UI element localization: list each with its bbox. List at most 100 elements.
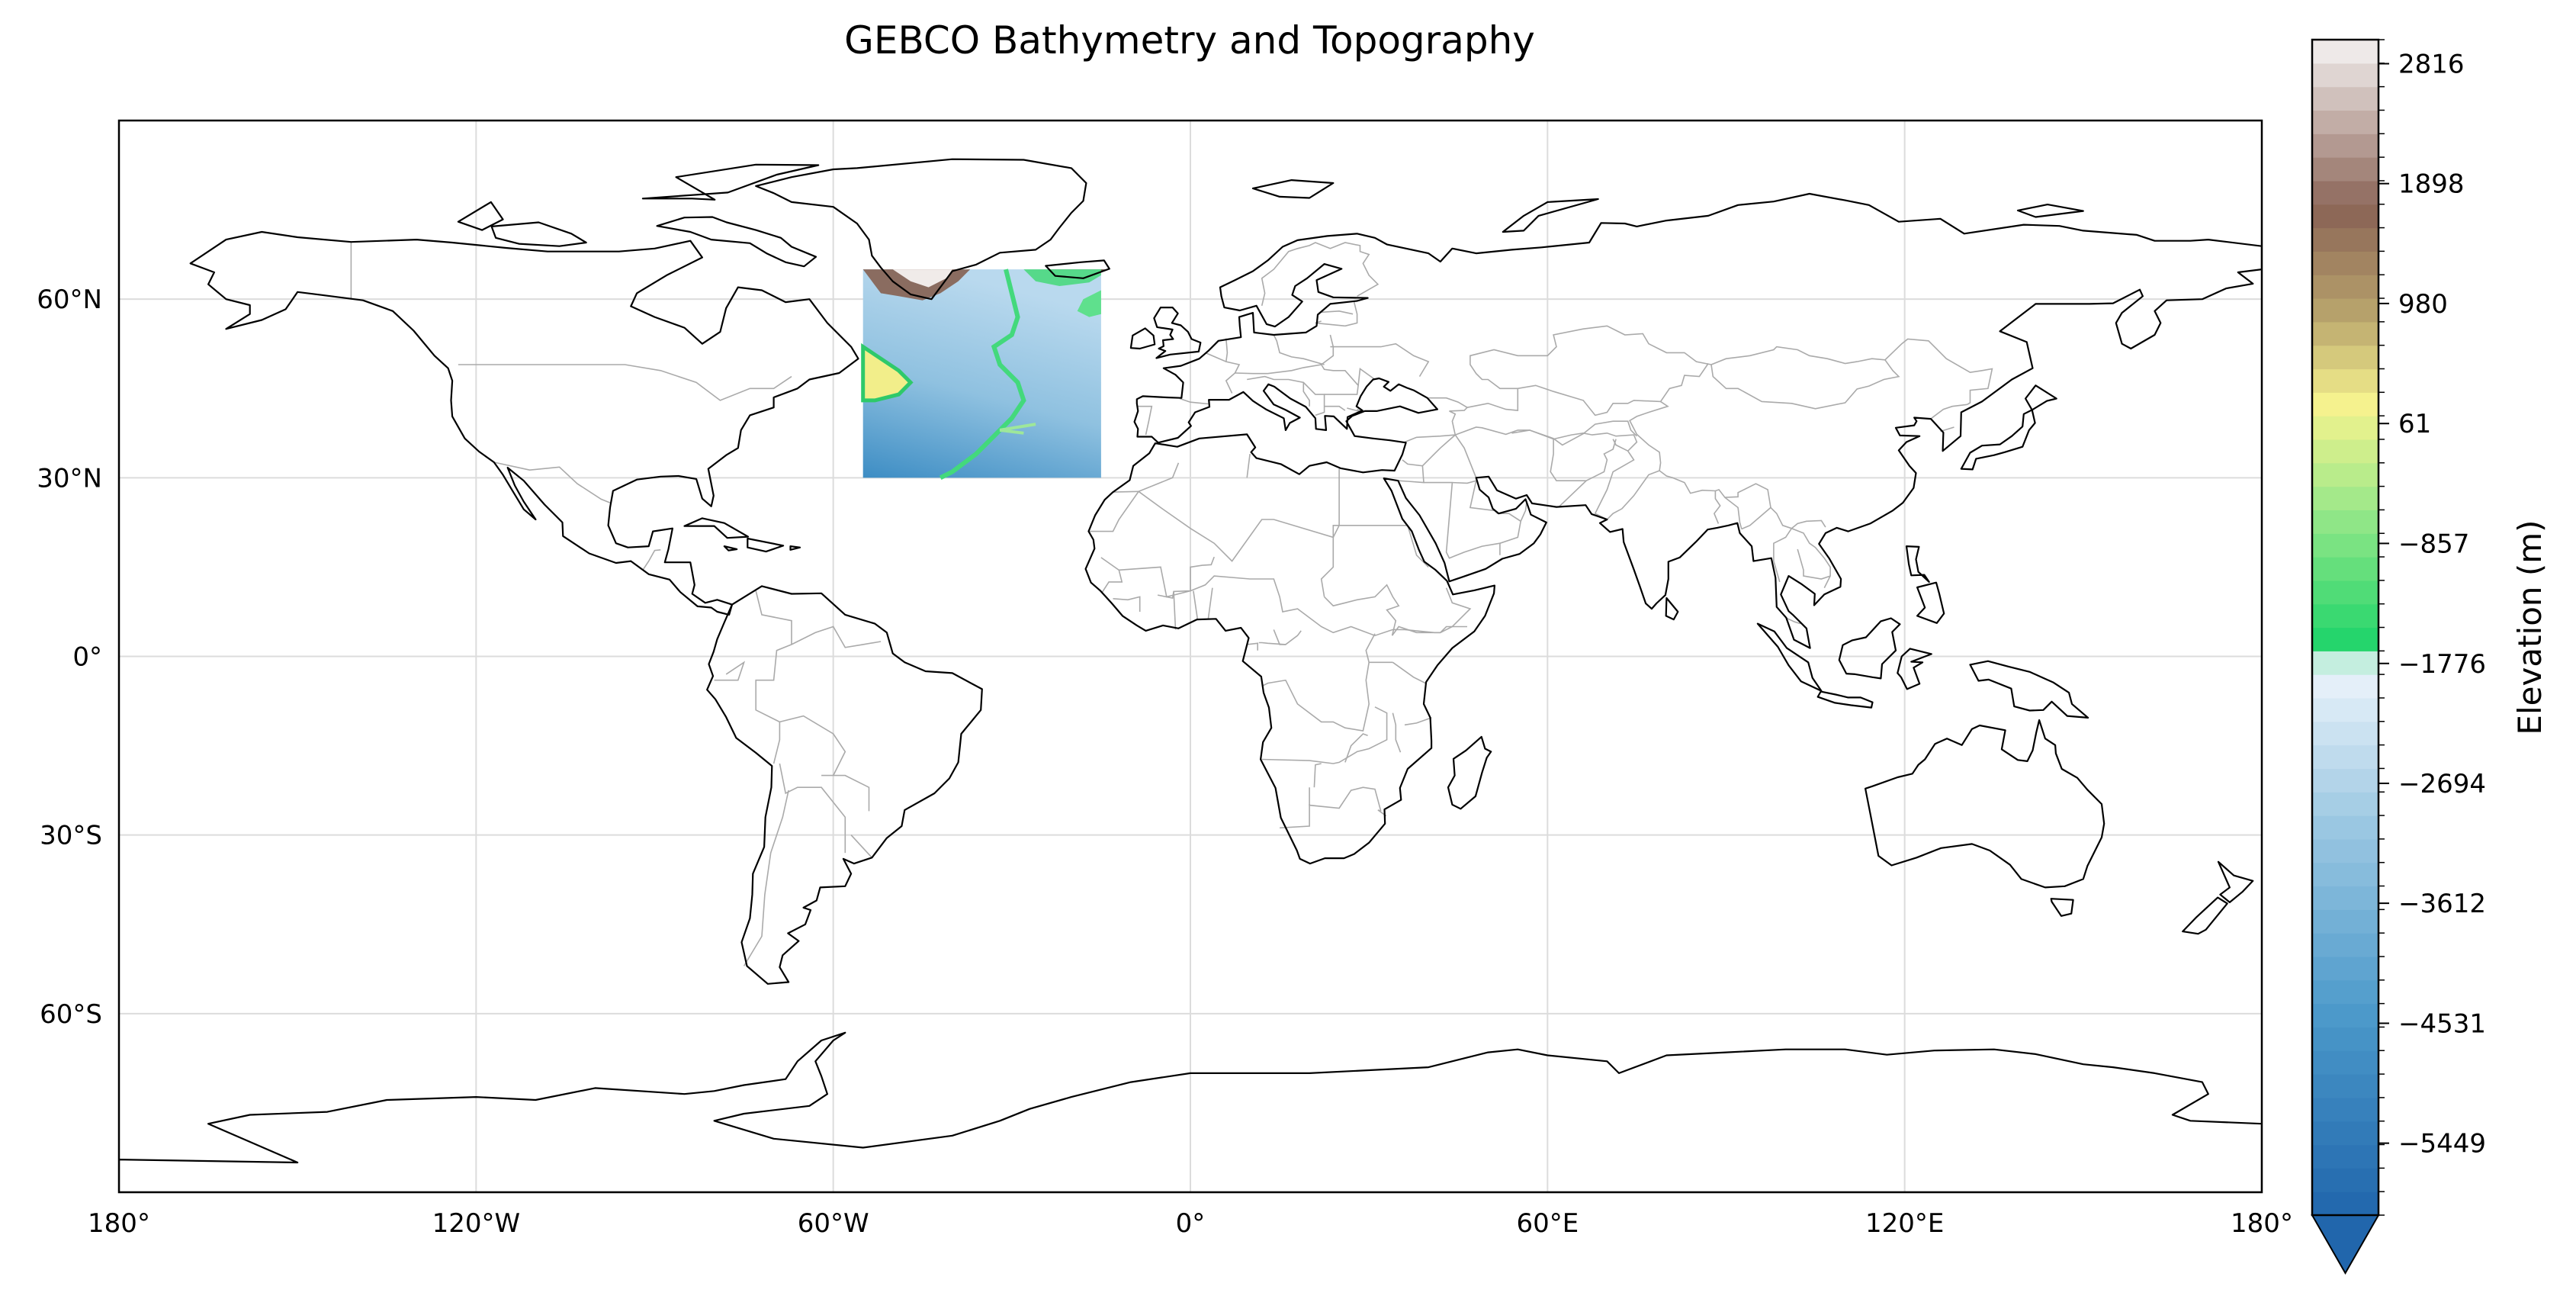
colorbar-band <box>2312 1003 2378 1028</box>
lat-tick-label: 60°S <box>40 999 102 1030</box>
raster-iceland-shelf <box>1023 269 1101 286</box>
country-border <box>1791 519 1826 529</box>
colorbar-band <box>2312 275 2378 299</box>
country-border <box>1205 352 1241 394</box>
country-border <box>1404 717 1432 726</box>
colorbar-band <box>2312 63 2378 88</box>
colorbar-tick-label: 980 <box>2398 289 2448 320</box>
country-border <box>1377 809 1387 817</box>
coastline <box>656 216 817 268</box>
country-border <box>1469 325 1712 390</box>
lon-tick-label: 60°E <box>1516 1208 1579 1239</box>
country-border <box>779 763 846 854</box>
colorbar-band <box>2312 603 2378 629</box>
country-border <box>642 549 661 571</box>
coastline <box>2182 896 2228 935</box>
country-border <box>1511 420 1637 446</box>
colorbar-band <box>2312 651 2378 675</box>
coastline <box>706 585 983 985</box>
colorbar-band <box>2312 792 2378 816</box>
country-border <box>1193 590 1199 620</box>
lat-tick-label: 30°S <box>40 821 102 851</box>
country-border <box>1392 661 1426 684</box>
colorbar-band <box>2312 1191 2378 1216</box>
coastline <box>1897 648 1932 690</box>
colorbar-band <box>2312 697 2378 722</box>
colorbar-band <box>2312 721 2378 746</box>
colorbar-band <box>2312 86 2378 111</box>
lon-tick-label: 180° <box>88 1208 150 1239</box>
colorbar-band <box>2312 510 2378 534</box>
coastline <box>189 230 859 616</box>
lon-tick-label: 180° <box>2231 1208 2293 1239</box>
coastline <box>119 1031 2262 1192</box>
colorbar-band <box>2312 979 2378 1005</box>
country-border <box>1797 548 1831 580</box>
colorbar-band <box>2312 416 2378 440</box>
coastline <box>457 201 504 231</box>
coastline <box>1865 719 2105 889</box>
colorbar-band <box>2312 133 2378 158</box>
country-border <box>1520 501 1527 522</box>
colorbar-band <box>2312 933 2378 957</box>
country-border <box>1113 490 1139 493</box>
country-border <box>1404 397 1469 443</box>
coastline <box>1251 179 1335 199</box>
country-border <box>1398 459 1425 484</box>
country-border <box>1315 322 1345 327</box>
colorbar-band <box>2312 345 2378 370</box>
coastline <box>490 221 587 247</box>
country-border <box>1225 338 1229 362</box>
colorbar-band <box>2312 909 2378 934</box>
lat-tick-label: 0° <box>72 642 102 673</box>
colorbar-tick-label: −4531 <box>2398 1008 2486 1039</box>
country-border <box>1391 587 1472 636</box>
country-border <box>755 590 792 645</box>
coastline <box>2050 898 2074 917</box>
lat-tick-label: 30°N <box>37 463 102 494</box>
colorbar-band <box>2312 1144 2378 1169</box>
country-border <box>1138 490 1408 562</box>
country-border <box>1785 617 1801 625</box>
coastline <box>1129 327 1156 350</box>
colorbar-band <box>2312 1050 2378 1075</box>
country-border <box>1246 454 1251 478</box>
lat-tick-label: 60°N <box>37 285 102 315</box>
colorbar-band <box>2312 462 2378 487</box>
lon-tick-label: 0° <box>1176 1208 1206 1239</box>
country-border <box>1261 706 1388 764</box>
raster-ridge <box>939 269 1026 480</box>
colorbar-extend-triangle <box>2311 1214 2380 1275</box>
colorbar-band <box>2312 1121 2378 1146</box>
country-border <box>1344 733 1368 763</box>
country-border <box>1330 342 1430 378</box>
country-border <box>1585 439 1617 481</box>
country-border <box>1320 468 1340 597</box>
coastline <box>641 163 820 201</box>
map-frame <box>117 119 2263 1194</box>
colorbar-band <box>2312 298 2378 323</box>
country-border <box>1421 433 1477 478</box>
country-border <box>458 364 792 401</box>
colorbar-band <box>2312 40 2378 64</box>
country-border <box>1247 642 1258 651</box>
country-border <box>1424 480 1495 512</box>
country-border <box>1321 364 1359 395</box>
country-border <box>1179 397 1209 405</box>
coastline <box>1816 690 1874 709</box>
country-border <box>1207 587 1213 619</box>
colorbar-band <box>2312 768 2378 793</box>
country-border <box>1089 462 1180 532</box>
country-border <box>1710 359 1900 410</box>
colorbar-band <box>2312 956 2378 981</box>
coastline <box>1905 545 1930 583</box>
longitude-labels: 180° 120°W 60°W 0° 60°E 120°E 180° <box>88 1208 2293 1239</box>
country-border <box>1258 642 1286 645</box>
bathymetry-raster <box>861 269 1107 480</box>
country-border <box>1313 763 1322 788</box>
country-border <box>850 835 872 858</box>
country-border <box>1280 804 1310 829</box>
colorbar-band <box>2312 157 2378 182</box>
colorbar-tick-label: −5449 <box>2398 1129 2486 1159</box>
